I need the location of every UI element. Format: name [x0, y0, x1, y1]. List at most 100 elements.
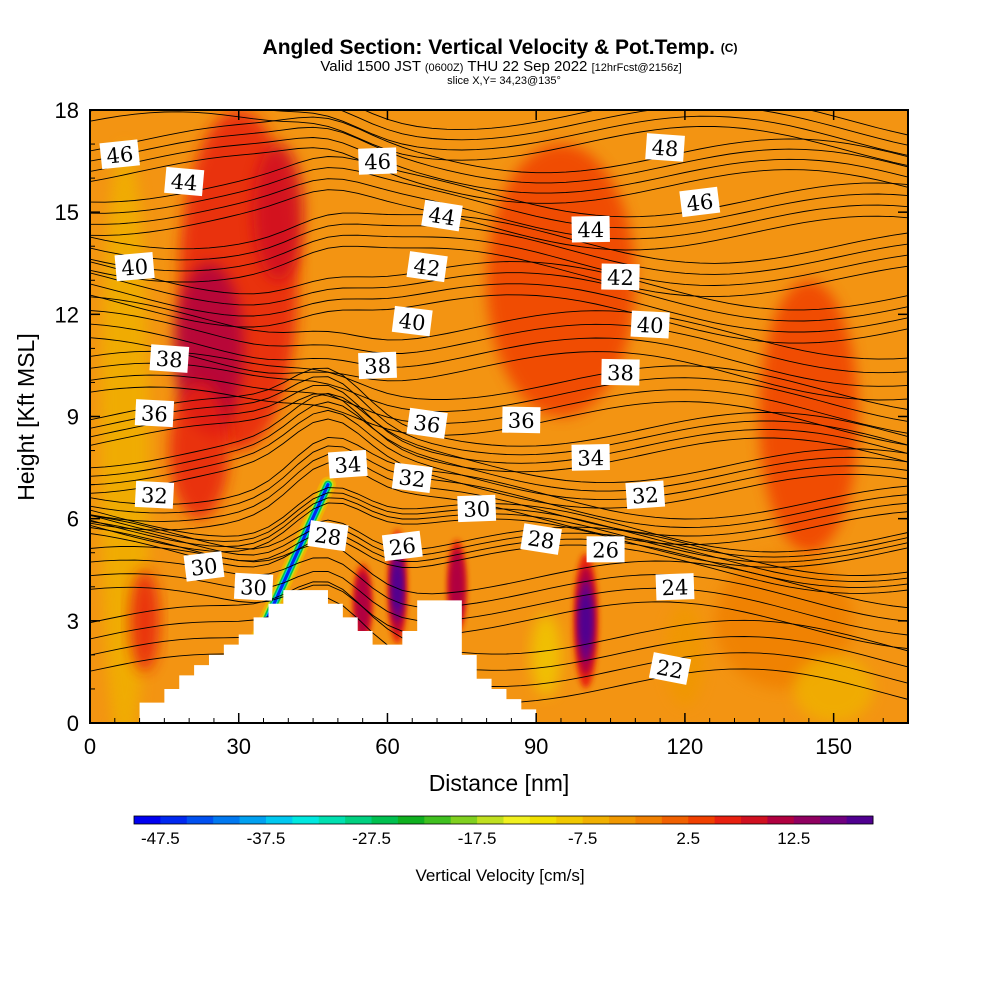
velocity-blob [486, 144, 636, 417]
colorbar-swatch [609, 816, 636, 824]
pot-temp-isentrope [90, 156, 908, 218]
pot-temp-isentrope [90, 337, 908, 401]
colorbar-frame [133, 815, 874, 825]
contour-label: 44 [421, 199, 463, 232]
pot-temp-isentrope [90, 497, 908, 563]
colorbar-swatch [397, 816, 425, 824]
colorbar-swatch [292, 816, 320, 824]
contour-label-text: 30 [463, 497, 491, 522]
contour-label-box [645, 133, 685, 162]
chart-title-unit: (C) [720, 41, 738, 55]
valid-date-label: THU 22 Sep 2022 [467, 58, 588, 75]
contour-label: 38 [149, 344, 190, 373]
pot-temp-isentrope [90, 581, 908, 655]
contour-label-box [134, 399, 175, 428]
contour-label: 40 [630, 310, 670, 339]
colorbar-tick-label: 2.5 [676, 829, 700, 848]
contour-label-text: 38 [155, 347, 183, 373]
x-tick-label: 60 [375, 734, 399, 759]
colorbar-swatch [556, 816, 584, 824]
pot-temp-isentrope [90, 613, 908, 687]
contour-label: 32 [391, 462, 433, 494]
contour-label-box [648, 652, 692, 685]
contour-label-box [233, 572, 274, 601]
chart-subtitle: Valid 1500 JST (0600Z) THU 22 Sep 2022 [… [2, 58, 1000, 75]
colorbar-swatch [741, 816, 768, 824]
contour-label-box [358, 147, 397, 175]
contour-label: 42 [406, 251, 448, 283]
x-axis-title: Distance [nm] [429, 770, 570, 796]
chart-title: Angled Section: Vertical Velocity & Pot.… [0, 36, 1000, 60]
contour-label: 26 [381, 530, 423, 562]
colorbar-tick-label: -47.5 [141, 829, 180, 848]
chart-title-block: Angled Section: Vertical Velocity & Pot.… [0, 36, 1000, 87]
contour-label: 30 [233, 572, 274, 601]
colorbar-swatch [582, 816, 610, 824]
pot-temp-isentrope [90, 323, 908, 387]
colorbar-tick-label: -37.5 [247, 829, 286, 848]
pot-temp-isentrope [90, 401, 908, 492]
pot-temp-isentrope [90, 533, 908, 594]
pot-temp-isentrope [90, 487, 908, 553]
x-tick-label: 90 [524, 734, 548, 759]
contour-label-box [358, 351, 397, 380]
contour-label-box [381, 530, 423, 562]
colorbar-swatch [688, 816, 716, 824]
contour-label: 32 [625, 480, 666, 510]
contour-label-box [625, 480, 666, 510]
updraft-core [580, 593, 592, 648]
colorbar-swatch [213, 816, 241, 824]
contour-label: 48 [645, 133, 685, 162]
pot-temp-isentrope [90, 116, 908, 174]
pot-temp-isentrope [90, 386, 908, 446]
pot-temp-isentrope [90, 137, 908, 194]
pot-temp-isentrope [90, 272, 908, 322]
colorbar-swatch [793, 816, 821, 824]
contour-label-box [502, 406, 541, 434]
contour-label-box [679, 186, 721, 218]
contour-label: 34 [327, 449, 368, 479]
contour-label-text: 48 [651, 136, 679, 162]
contour-label: 42 [601, 263, 640, 291]
chart-title-text: Angled Section: Vertical Velocity & Pot.… [262, 36, 715, 59]
contour-label-box [457, 494, 497, 523]
contour-label: 34 [571, 444, 610, 471]
colorbar-tick-label: -17.5 [458, 829, 497, 848]
y-tick-label: 15 [55, 200, 79, 225]
contour-label-text: 46 [685, 189, 714, 216]
contour-label-box [134, 480, 175, 509]
contour-label-text: 40 [397, 309, 426, 336]
colorbar-swatch [661, 816, 689, 824]
contour-label: 22 [648, 652, 692, 685]
colorbar-swatch [134, 816, 161, 824]
colorbar-swatch [820, 816, 848, 824]
colorbar-title: Vertical Velocity [cm/s] [415, 866, 584, 885]
pot-temp-isentrope [90, 376, 908, 456]
contour-label: 36 [502, 406, 541, 434]
forecast-label: [12hrFcst@2156z] [591, 62, 682, 74]
colorbar-swatch [424, 816, 452, 824]
valid-utc-label: (0600Z) [424, 62, 464, 74]
y-tick-label: 12 [55, 302, 79, 327]
velocity-blob [129, 569, 160, 672]
contour-label: 26 [586, 536, 625, 563]
contour-label: 38 [601, 358, 640, 386]
contour-label: 44 [164, 166, 205, 197]
contour-label-box [99, 139, 141, 170]
pot-temp-isentrope [90, 167, 908, 229]
contour-label: 38 [358, 351, 397, 380]
pot-temp-isentrope [90, 409, 908, 501]
contour-label-box [114, 252, 155, 282]
pot-temp-isentrope [90, 418, 908, 509]
contour-label: 24 [655, 573, 695, 601]
pot-temp-isentrope [90, 392, 908, 484]
contour-label: 28 [307, 520, 349, 552]
velocity-blob [714, 552, 854, 689]
colorbar-swatch [318, 816, 346, 824]
pot-temp-isentrope [90, 462, 908, 545]
contour-label: 32 [134, 480, 175, 509]
colorbar-swatch [635, 816, 663, 824]
contour-label-box [571, 444, 610, 471]
